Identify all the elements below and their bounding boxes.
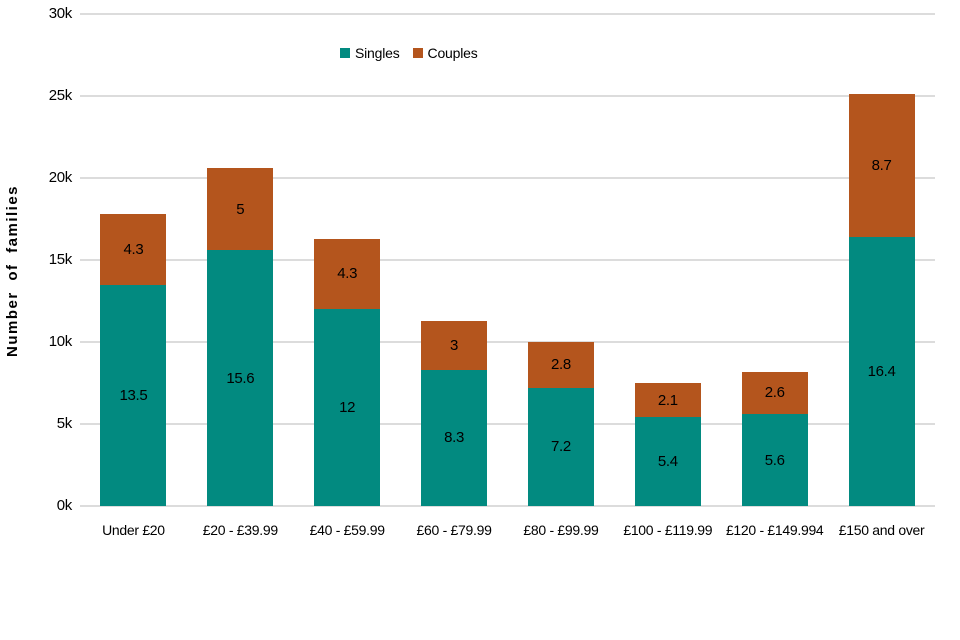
y-tick-25k: 25k [48, 87, 73, 104]
plot-area: 0k 5k 10k 15k 20k 25k 30k 13.5 4.3 Under £20 15.6 5… [49, 5, 935, 538]
legend-swatch-couples [412, 48, 423, 58]
bar-segment-singles-5: 7.2 [527, 387, 594, 506]
x-axis-label-1: Under £20 [102, 522, 165, 538]
legend: Singles Couples [340, 45, 478, 61]
gridline-10k [80, 341, 935, 343]
y-tick-5k: 5k [56, 415, 73, 432]
x-axis-label-6: £100 - £119.99 [623, 522, 713, 538]
legend-item-couples: Couples [412, 45, 478, 61]
x-axis-label-5: £80 - £99.99 [523, 522, 599, 538]
bar-segment-couples-8: 8.7 [848, 94, 915, 238]
bar-segment-couples-2: 5 [207, 168, 274, 251]
bar-segment-couples-6: 2.1 [634, 383, 701, 418]
legend-label-singles: Singles [355, 45, 400, 61]
bar-segment-couples-7: 2.6 [741, 371, 808, 415]
x-axis-label-8: £150 and over [838, 522, 925, 538]
bar-value-label: 15.6 [226, 369, 255, 387]
y-tick-10k: 10k [48, 333, 73, 350]
gridline-30k [80, 13, 935, 15]
y-tick-0k: 0k [56, 497, 73, 514]
bar-value-label: 5.6 [764, 451, 785, 469]
x-axis-label-3: £40 - £59.99 [309, 522, 385, 538]
bar-segment-singles-3: 12 [314, 309, 381, 506]
bar-value-label: 4.3 [123, 240, 144, 258]
bar-segment-couples-3: 4.3 [314, 238, 381, 310]
legend-swatch-singles [340, 48, 350, 58]
bar-value-label: 2.6 [764, 384, 785, 402]
gridline-25k [80, 95, 935, 97]
bar-segment-singles-4: 8.3 [421, 369, 488, 506]
bar-value-label: 13.5 [119, 386, 148, 404]
bar-value-label: 8.7 [871, 157, 892, 175]
x-axis-label-7: £120 - £149.994 [725, 522, 824, 538]
gridline-5k [80, 423, 935, 425]
bar-segment-singles-7: 5.6 [741, 414, 808, 506]
bar-value-label: 16.4 [867, 363, 896, 381]
bar-value-label: 5.4 [657, 453, 678, 471]
gridline-15k [80, 259, 935, 261]
gridline-20k [80, 177, 935, 179]
bar-segment-couples-4: 3 [421, 320, 488, 370]
bar-segment-couples-5: 2.8 [527, 342, 594, 388]
bar-value-label: 8.3 [444, 429, 465, 447]
bar-segment-couples-1: 4.3 [100, 214, 167, 285]
legend-label-couples: Couples [427, 45, 478, 61]
bar-value-label: 12 [339, 399, 356, 417]
bar-value-label: 2.1 [657, 391, 678, 409]
bar-segment-singles-8: 16.4 [848, 237, 915, 506]
bar-value-label: 2.8 [550, 356, 571, 374]
y-tick-30k: 30k [48, 5, 73, 22]
legend-item-singles: Singles [340, 45, 400, 61]
bar-segment-singles-6: 5.4 [634, 417, 701, 506]
bar-value-label: 3 [450, 336, 459, 354]
bar-value-label: 4.3 [337, 265, 358, 283]
x-axis-label-2: £20 - £39.99 [202, 522, 278, 538]
bar-value-label: 5 [236, 200, 245, 218]
y-tick-20k: 20k [48, 169, 73, 186]
bar-segment-singles-1: 13.5 [100, 284, 167, 506]
y-tick-15k: 15k [48, 251, 73, 268]
gridline-0k [80, 505, 935, 507]
y-axis-title: Number of families [4, 184, 21, 358]
bar-segment-singles-2: 15.6 [207, 250, 274, 506]
x-axis-label-4: £60 - £79.99 [416, 522, 492, 538]
bar-value-label: 7.2 [550, 438, 571, 456]
